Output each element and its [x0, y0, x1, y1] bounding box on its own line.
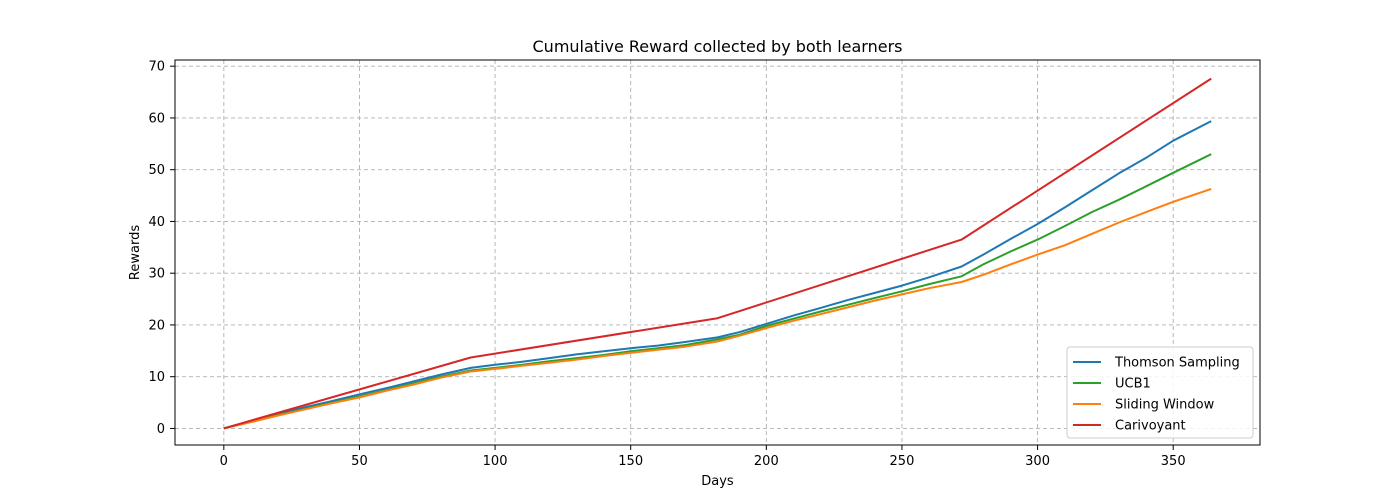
y-tick-label: 0: [157, 422, 165, 437]
y-tick-label: 70: [148, 60, 165, 75]
x-tick-label: 250: [890, 454, 915, 469]
series-layer: [223, 77, 1212, 430]
y-tick-label: 40: [148, 215, 165, 230]
legend: Thomson Sampling UCB1 Sliding Window Carivo…: [1066, 346, 1254, 439]
legend-label: Sliding Window: [1115, 398, 1215, 413]
x-axis-label: Days: [701, 474, 734, 489]
series-line-ucb1: [223, 153, 1212, 430]
x-tick-label: 100: [483, 454, 508, 469]
x-tick-label: 0: [220, 454, 228, 469]
plot-frame: [174, 59, 1261, 446]
y-tick-label: 20: [148, 318, 165, 333]
y-tick-label: 50: [148, 163, 165, 178]
chart-title: Cumulative Reward collected by both lear…: [533, 37, 903, 56]
y-tick-label: 60: [148, 111, 165, 126]
series-line-sliding-window: [223, 187, 1212, 430]
series-line-carivoyant: [223, 77, 1212, 430]
legend-label: UCB1: [1115, 377, 1151, 392]
x-tick-label: 50: [351, 454, 368, 469]
x-tick-label: 150: [618, 454, 643, 469]
y-tick-label: 30: [148, 267, 165, 282]
series-line-thomson-sampling: [223, 120, 1212, 430]
legend-box: [1066, 346, 1254, 439]
y-axis-label: Rewards: [128, 225, 143, 280]
y-tick-label: 10: [148, 370, 165, 385]
legend-label: Thomson Sampling: [1114, 356, 1240, 371]
x-tick-label: 350: [1161, 454, 1186, 469]
legend-label: Carivoyant: [1115, 419, 1186, 434]
x-tick-label: 300: [1025, 454, 1050, 469]
tick-layer: 0 50 100 150 200 250 300 350 0 10 20 30 40 50 60 70: [148, 60, 1185, 469]
x-tick-label: 200: [754, 454, 779, 469]
